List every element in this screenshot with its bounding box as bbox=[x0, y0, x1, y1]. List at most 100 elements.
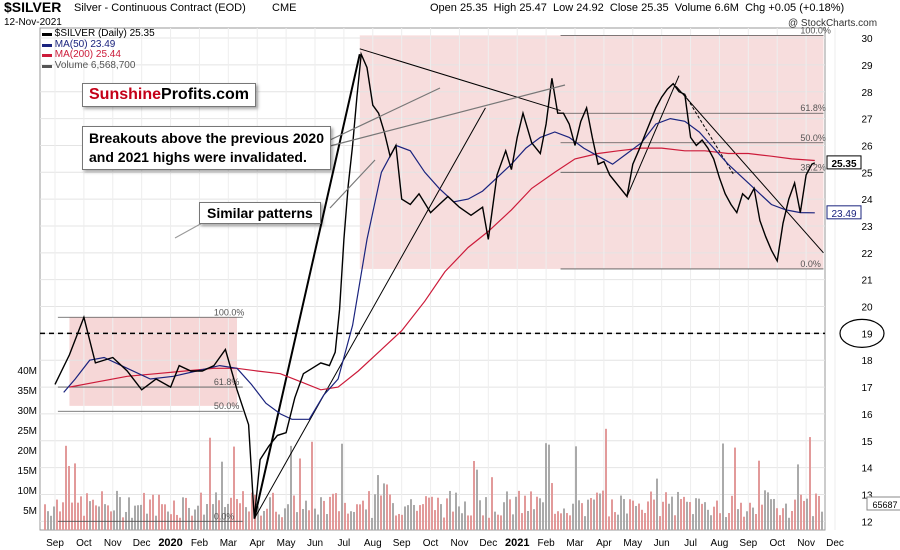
volume-tick-label: 30M bbox=[18, 406, 37, 417]
volume-bar bbox=[386, 484, 388, 530]
month-tick-label: Oct bbox=[423, 538, 439, 549]
volume-bar bbox=[98, 506, 100, 530]
price-tick-label: 20 bbox=[861, 303, 873, 314]
volume-bar bbox=[170, 514, 172, 530]
volume-bar bbox=[521, 513, 523, 530]
volume-bar bbox=[185, 497, 187, 530]
ma200-line bbox=[69, 147, 815, 391]
chg-value: +0.05 (+0.18%) bbox=[768, 2, 845, 14]
volume-bar bbox=[269, 497, 271, 530]
volume-bar bbox=[365, 509, 367, 530]
volume-bar bbox=[659, 516, 661, 530]
price-tick-label: 19 bbox=[861, 329, 873, 340]
volume-bar bbox=[218, 500, 220, 530]
volume-bar bbox=[83, 515, 85, 530]
fib-label-left: 100.0% bbox=[214, 307, 245, 317]
month-tick-label: Aug bbox=[364, 538, 382, 549]
volume-bar bbox=[572, 503, 574, 530]
volume-bar bbox=[86, 493, 88, 530]
volume-bar bbox=[644, 512, 646, 530]
volume-bar bbox=[638, 503, 640, 530]
volume-bar bbox=[95, 505, 97, 530]
volume-tick-label: 5M bbox=[23, 506, 37, 517]
volume-bar bbox=[608, 516, 610, 530]
volume-bar bbox=[674, 515, 676, 530]
volume-tick-label: 15M bbox=[18, 466, 37, 477]
volume-bar bbox=[140, 504, 142, 530]
month-tick-label: Feb bbox=[191, 538, 209, 549]
volume-bar bbox=[383, 483, 385, 530]
volume-bar bbox=[419, 505, 421, 530]
legend-item: ▬ Volume 6,568,700 bbox=[42, 59, 136, 71]
volume-bar bbox=[113, 510, 115, 530]
volume-bar bbox=[821, 511, 823, 530]
volume-bar bbox=[536, 496, 538, 530]
volume-bar bbox=[647, 501, 649, 530]
legend-item: ▬ MA(50) 23.49 bbox=[42, 38, 116, 50]
high-label: High bbox=[493, 2, 517, 14]
trendline-down bbox=[359, 48, 561, 112]
volume-bar bbox=[725, 517, 727, 530]
volume-bar bbox=[683, 496, 685, 530]
volume-bar bbox=[392, 503, 394, 530]
volume-bar bbox=[272, 492, 274, 530]
month-tick-label: Nov bbox=[104, 538, 122, 549]
volume-bar bbox=[629, 499, 631, 530]
volume-bar bbox=[146, 513, 148, 530]
volume-bar bbox=[341, 443, 343, 530]
month-tick-label: Apr bbox=[249, 538, 265, 549]
volume-tick-label: 10M bbox=[18, 486, 37, 497]
month-tick-label: Nov bbox=[451, 538, 469, 549]
volume-bar bbox=[179, 517, 181, 530]
volume-bar bbox=[416, 510, 418, 530]
volume-tick-label: 25M bbox=[18, 426, 37, 437]
month-tick-label: May bbox=[277, 538, 296, 549]
volume-bar bbox=[542, 502, 544, 530]
chart-exchange: CME bbox=[272, 2, 297, 14]
volume-bar bbox=[116, 490, 118, 530]
volume-bar bbox=[107, 505, 109, 530]
volume-bar bbox=[461, 513, 463, 530]
volume-bar bbox=[302, 509, 304, 530]
trendline-slow bbox=[253, 107, 486, 519]
volume-bar bbox=[401, 514, 403, 530]
low-value: 24.92 bbox=[576, 2, 604, 14]
volume-bar bbox=[359, 504, 361, 530]
volume-bar bbox=[296, 512, 298, 530]
volume-bar bbox=[293, 495, 295, 530]
chart-legend: ▬ $SILVER (Daily) 25.35 ▬ MA(50) 23.49 ▬ M… bbox=[42, 28, 155, 71]
month-tick-label: Oct bbox=[769, 538, 785, 549]
volume-bar bbox=[275, 511, 277, 530]
volume-bar bbox=[149, 499, 151, 530]
volume-bar bbox=[128, 497, 130, 530]
volume-bar bbox=[119, 497, 121, 530]
volume-bar bbox=[449, 490, 451, 530]
volume-bar bbox=[239, 503, 241, 530]
volume-bar bbox=[467, 515, 469, 530]
breakouts-line-1: Breakouts above the previous 2020 bbox=[89, 130, 324, 146]
volume-bar bbox=[650, 491, 652, 530]
volume-bar bbox=[242, 491, 244, 530]
volume-bar bbox=[368, 491, 370, 530]
volume-bar bbox=[236, 499, 238, 530]
volume-bar bbox=[524, 495, 526, 530]
volume-bar bbox=[596, 492, 598, 530]
volume-bar bbox=[512, 514, 514, 530]
volume-bar bbox=[329, 496, 331, 530]
volume-bar bbox=[413, 504, 415, 530]
price-tick-label: 13 bbox=[861, 490, 873, 501]
volume-bar bbox=[584, 516, 586, 530]
volume-tick-label: 35M bbox=[18, 386, 37, 397]
chg-label: Chg bbox=[745, 2, 766, 14]
month-tick-label: Sep bbox=[46, 538, 64, 549]
volume-bar bbox=[701, 503, 703, 530]
price-tick-label: 28 bbox=[861, 88, 873, 99]
breakouts-pointer bbox=[329, 87, 441, 141]
volume-bar bbox=[530, 491, 532, 530]
volume-bar bbox=[410, 499, 412, 530]
chart-symbol: $SILVER bbox=[4, 0, 62, 15]
volume-bar bbox=[623, 499, 625, 530]
volume-bar bbox=[206, 504, 208, 530]
month-tick-label: Dec bbox=[826, 538, 844, 549]
